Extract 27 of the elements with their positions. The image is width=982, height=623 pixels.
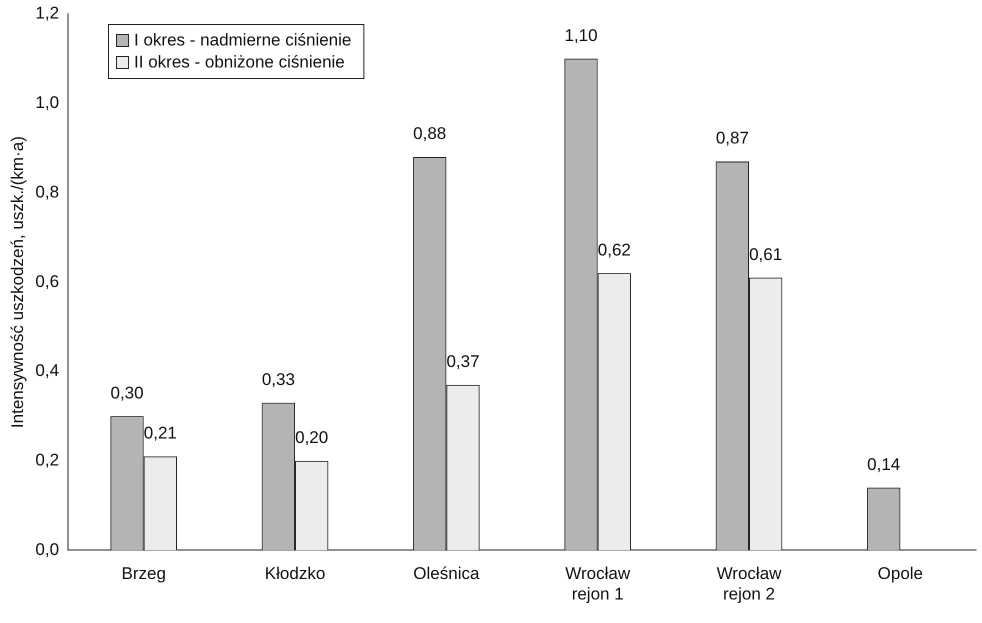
legend-label: I okres - nadmierne ciśnienie — [134, 30, 352, 50]
data-label: 0,21 — [144, 424, 177, 443]
data-label: 0,62 — [598, 240, 631, 260]
data-label: 1,10 — [564, 26, 598, 45]
data-label: 0,87 — [716, 128, 749, 148]
y-tick-label: 1,0 — [35, 93, 60, 112]
x-tick-label: Wrocław rejon 1 — [565, 564, 631, 604]
y-tick-label: 0,2 — [35, 450, 60, 470]
data-label: 0,20 — [295, 428, 328, 448]
data-label: 0,88 — [413, 124, 446, 144]
y-tick-label: 0,6 — [35, 272, 60, 291]
data-label: 0,30 — [110, 383, 144, 402]
legend-label: II okres - obniżone ciśnienie — [134, 52, 345, 72]
y-tick-label: 0,0 — [35, 540, 60, 559]
y-tick-label: 1,2 — [35, 4, 60, 23]
x-tick-label: Kłodzko — [264, 564, 326, 584]
x-tick-label: Wrocław rejon 2 — [716, 564, 782, 604]
y-tick-label: 0,4 — [35, 361, 60, 380]
y-axis-title: Intensywność uszkodzeń, uszk./(km·a) — [8, 136, 27, 428]
x-tick-label: Brzeg — [121, 564, 166, 584]
data-label: 0,37 — [446, 352, 480, 372]
data-label: 0,33 — [262, 370, 295, 389]
data-label: 0,61 — [749, 244, 782, 264]
x-tick-label: Opole — [878, 564, 924, 584]
x-tick-label: Oleśnica — [413, 564, 480, 584]
y-tick-label: 0,8 — [35, 182, 60, 202]
data-label: 0,14 — [867, 454, 900, 474]
